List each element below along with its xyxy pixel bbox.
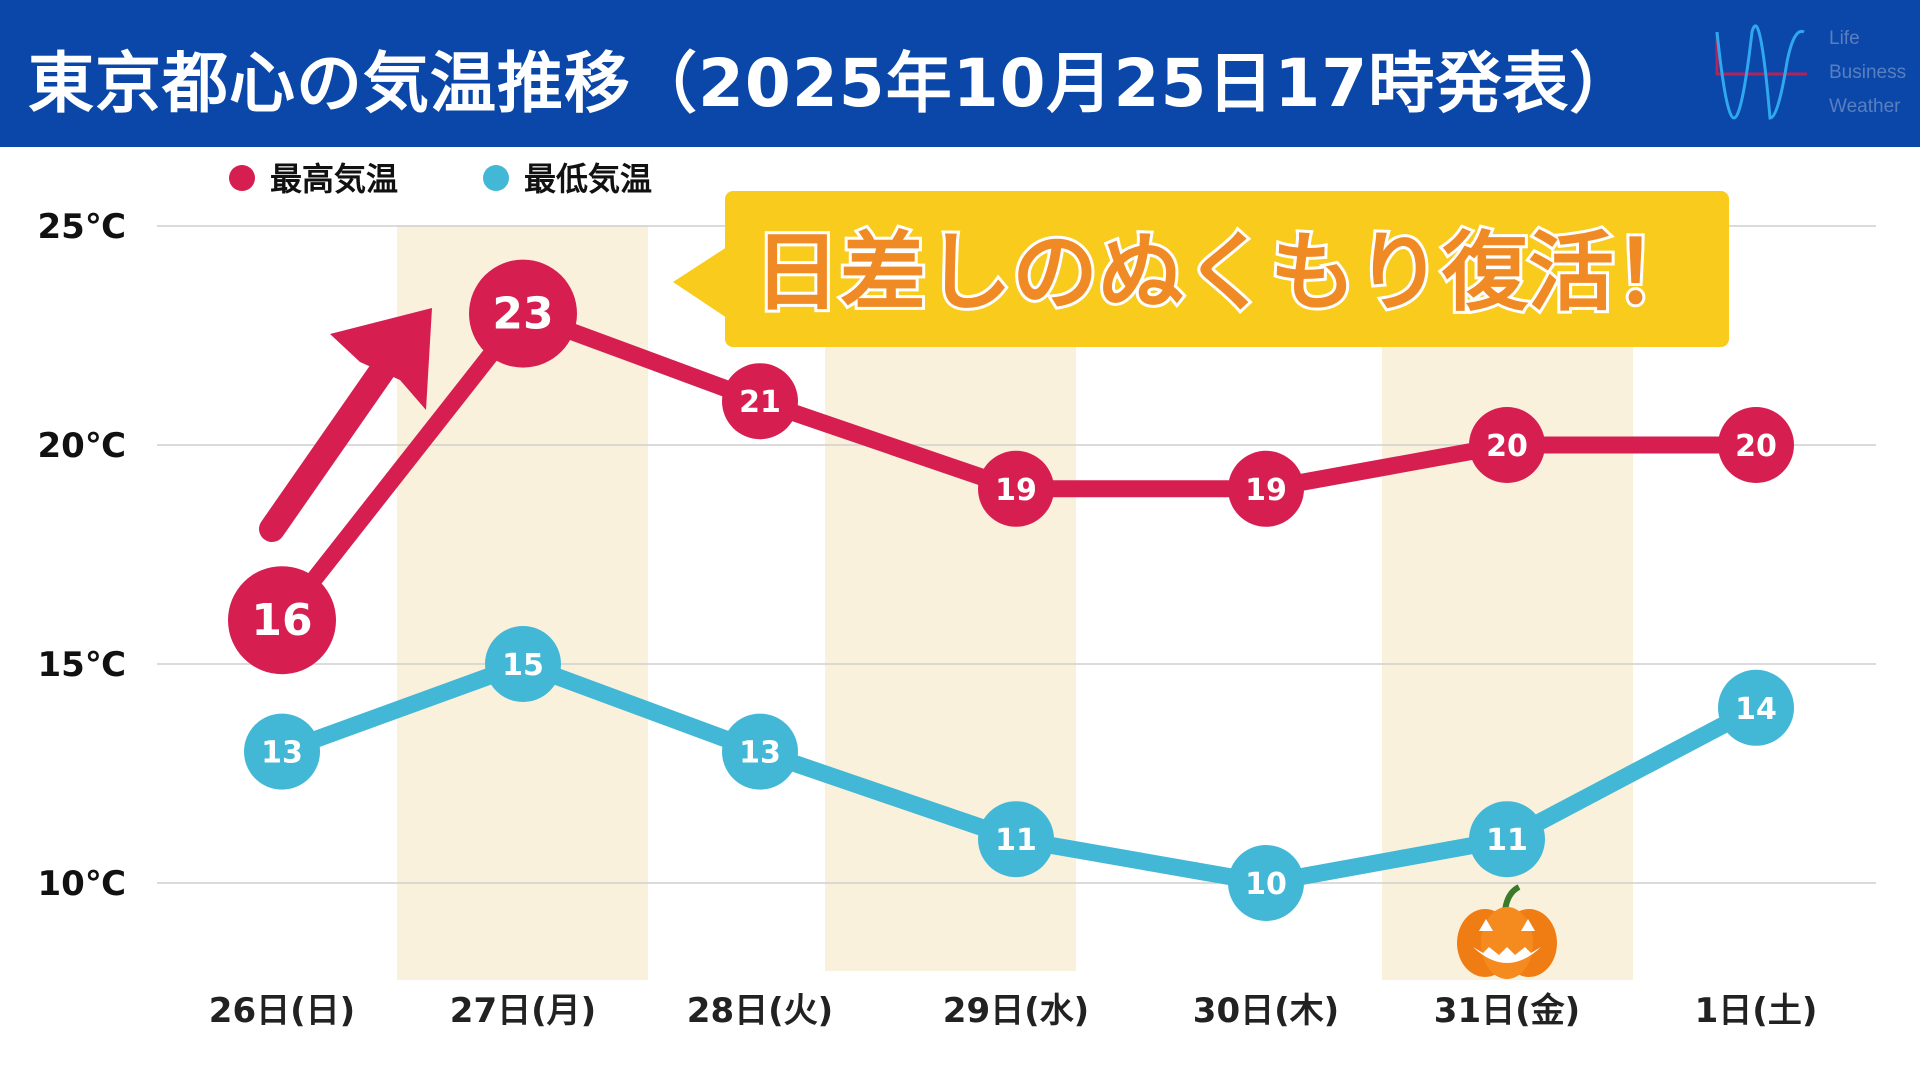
y-tick-label: 20℃	[38, 426, 127, 466]
y-tick-label: 25℃	[38, 207, 127, 247]
data-point	[1718, 407, 1794, 483]
logo-word-business: Business	[1829, 62, 1907, 83]
data-point	[1228, 845, 1304, 921]
x-tick-label: 27日(月)	[450, 991, 596, 1031]
logo-word-weather: Weather	[1829, 96, 1901, 117]
logo-word-life: Life	[1829, 28, 1860, 49]
data-point	[228, 566, 336, 675]
data-point	[1718, 669, 1794, 746]
callout-box: 日差しのぬくもり復活！	[673, 191, 1729, 347]
data-point	[722, 713, 798, 790]
data-point	[1469, 801, 1545, 878]
legend-low-marker	[483, 165, 509, 191]
data-point	[978, 801, 1054, 878]
x-tick-label: 29日(水)	[943, 991, 1089, 1031]
x-tick-label: 1日(土)	[1695, 991, 1818, 1031]
data-point	[1228, 450, 1304, 527]
data-label: 13	[261, 736, 303, 771]
data-label: 11	[995, 823, 1037, 858]
page-title: 東京都心の気温推移（2025年10月25日17時発表）	[28, 45, 1637, 122]
legend-low-label: 最低気温	[524, 160, 652, 198]
x-tick-label: 26日(日)	[209, 991, 355, 1031]
data-label: 19	[1245, 473, 1287, 508]
high-series: 16 23 21 19 19 20 20	[228, 259, 1794, 675]
y-tick-label: 10℃	[38, 864, 127, 904]
data-label: 20	[1486, 429, 1528, 464]
data-label: 10	[1245, 867, 1287, 902]
x-tick-label: 28日(火)	[687, 991, 833, 1031]
data-label: 14	[1735, 692, 1777, 727]
x-tick-label: 30日(木)	[1193, 991, 1339, 1031]
y-tick-label: 15℃	[38, 645, 127, 685]
data-point	[469, 259, 577, 368]
legend-high-label: 最高気温	[270, 160, 398, 198]
callout-text: 日差しのぬくもり復活！	[754, 223, 1700, 323]
data-label: 21	[739, 385, 781, 420]
data-label: 16	[251, 595, 312, 646]
data-point	[1469, 407, 1545, 483]
low-series: 13 15 13 11 10 11 14	[244, 626, 1794, 921]
logo: Life Business Weather	[1712, 22, 1920, 122]
data-point	[485, 626, 561, 702]
pumpkin-icon	[1457, 884, 1557, 979]
data-point	[978, 450, 1054, 527]
data-label: 15	[502, 648, 544, 683]
data-label: 11	[1486, 823, 1528, 858]
data-point	[722, 363, 798, 440]
legend-high-marker	[229, 165, 255, 191]
wave-logo-icon	[1715, 24, 1807, 120]
header-bar: 東京都心の気温推移（2025年10月25日17時発表） Life Busines…	[0, 0, 1920, 147]
x-tick-label: 31日(金)	[1434, 991, 1580, 1031]
data-label: 20	[1735, 429, 1777, 464]
data-label: 19	[995, 473, 1037, 508]
data-point	[244, 713, 320, 790]
data-label: 23	[492, 289, 553, 340]
rising-arrow-icon	[259, 308, 432, 542]
data-label: 13	[739, 736, 781, 771]
